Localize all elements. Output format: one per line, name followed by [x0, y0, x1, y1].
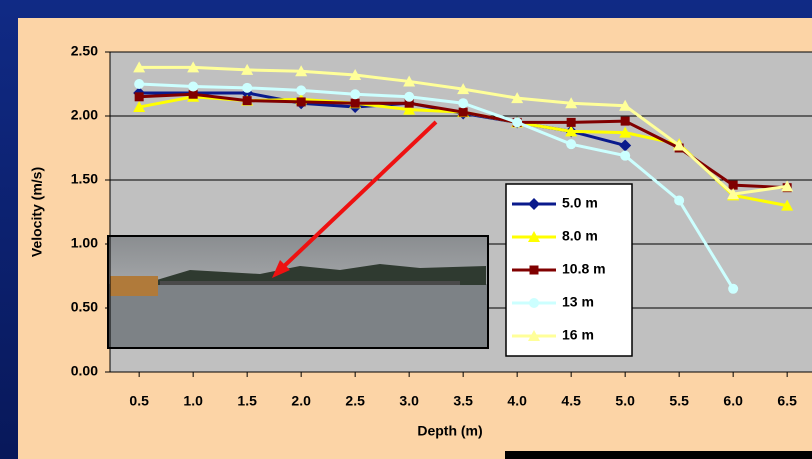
x-tick-label: 3.5	[453, 393, 473, 409]
legend-marker	[529, 298, 539, 308]
y-tick-label: 2.50	[71, 43, 98, 59]
y-axis-title: Velocity (m/s)	[29, 167, 45, 257]
x-tick-label: 1.0	[183, 393, 203, 409]
point	[188, 82, 198, 92]
y-tick-label: 2.00	[71, 107, 98, 123]
x-axis-title: Depth (m)	[417, 423, 482, 439]
point	[243, 96, 252, 105]
x-tick-label: 3.0	[399, 393, 419, 409]
point	[350, 89, 360, 99]
point	[296, 85, 306, 95]
x-tick-label: 2.0	[291, 393, 311, 409]
y-tick-label: 1.50	[71, 171, 98, 187]
x-tick-label: 2.5	[345, 393, 365, 409]
point	[567, 118, 576, 127]
y-tick-label: 0.00	[71, 363, 98, 379]
legend-label: 8.0 m	[562, 228, 598, 244]
point	[458, 98, 468, 108]
legend-label: 10.8 m	[562, 261, 606, 277]
point	[404, 92, 414, 102]
point	[674, 195, 684, 205]
point	[620, 151, 630, 161]
point	[297, 97, 306, 106]
x-tick-label: 1.5	[237, 393, 257, 409]
photo-bridge	[160, 281, 460, 285]
x-tick-label: 5.5	[669, 393, 689, 409]
point	[135, 92, 144, 101]
chart: 5.0 m8.0 m10.8 m13 m16 m Velocity (m/s) …	[0, 0, 812, 459]
point	[566, 139, 576, 149]
point	[134, 79, 144, 89]
legend-label: 16 m	[562, 327, 594, 343]
photo-boat	[110, 276, 158, 296]
bottom-bar	[505, 451, 812, 459]
point	[459, 108, 468, 117]
point	[621, 117, 630, 126]
x-tick-label: 6.0	[723, 393, 743, 409]
point	[512, 117, 522, 127]
legend-label: 13 m	[562, 294, 594, 310]
legend-label: 5.0 m	[562, 195, 598, 211]
legend-marker	[530, 266, 539, 275]
page: 5.0 m8.0 m10.8 m13 m16 m Velocity (m/s) …	[0, 0, 812, 459]
y-tick-label: 1.00	[71, 235, 98, 251]
x-tick-label: 6.5	[777, 393, 797, 409]
point	[242, 83, 252, 93]
point	[351, 99, 360, 108]
x-tick-label: 0.5	[129, 393, 149, 409]
x-tick-label: 4.5	[561, 393, 581, 409]
photo-water	[109, 284, 487, 347]
x-tick-label: 5.0	[615, 393, 635, 409]
point	[728, 284, 738, 294]
x-tick-label: 4.0	[507, 393, 527, 409]
y-tick-label: 0.50	[71, 299, 98, 315]
